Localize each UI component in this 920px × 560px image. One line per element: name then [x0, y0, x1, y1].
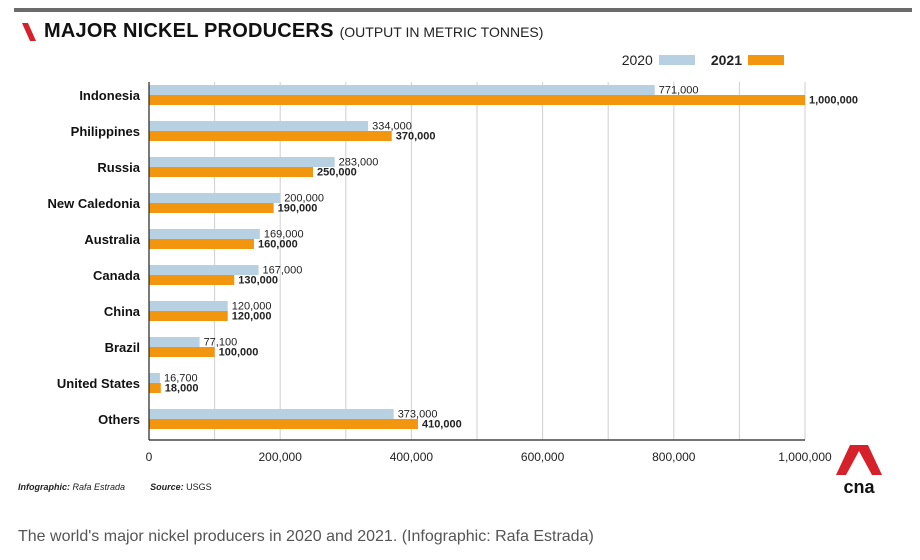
- x-tick-label: 400,000: [390, 450, 434, 464]
- value-label-2020: 200,000: [284, 193, 324, 205]
- category-label: Canada: [93, 268, 141, 283]
- bar-2020: [149, 193, 281, 203]
- image-caption: The world's major nickel producers in 20…: [18, 528, 594, 545]
- value-label-2021: 120,000: [232, 311, 272, 323]
- x-tick-label: 800,000: [652, 450, 696, 464]
- bar-2020: [149, 121, 369, 131]
- category-label: New Caledonia: [48, 196, 141, 211]
- value-label-2021: 100,000: [219, 347, 259, 359]
- category-label: Australia: [84, 232, 140, 247]
- value-label-2020: 77,100: [204, 337, 238, 349]
- bar-2021: [149, 347, 215, 357]
- bar-2020: [149, 337, 200, 347]
- bar-2020: [149, 265, 259, 275]
- bar-2020: [149, 373, 160, 383]
- bar-2021: [149, 203, 274, 213]
- legend-swatch-2021: [748, 55, 784, 65]
- credits: Infographic: Rafa Estrada Source: USGS: [18, 482, 212, 492]
- source-label: Source:: [150, 482, 184, 492]
- value-label-2020: 120,000: [232, 301, 272, 313]
- value-label-2020: 16,700: [164, 373, 198, 385]
- bar-2021: [149, 383, 161, 393]
- value-label-2021: 1,000,000: [809, 95, 858, 107]
- value-label-2021: 370,000: [396, 131, 436, 143]
- category-label: Brazil: [105, 340, 140, 355]
- legend-swatch-2020: [658, 55, 695, 65]
- category-label: United States: [57, 376, 140, 391]
- chart-title-sub: (OUTPUT IN METRIC TONNES): [339, 24, 544, 40]
- bar-2021: [149, 95, 805, 105]
- value-label-2021: 160,000: [258, 239, 298, 251]
- bar-2021: [149, 311, 228, 321]
- category-label: China: [104, 304, 141, 319]
- value-label-2020: 169,000: [264, 229, 304, 241]
- value-label-2020: 771,000: [659, 85, 699, 97]
- chart-title: MAJOR NICKEL PRODUCERS (OUTPUT IN METRIC…: [22, 20, 543, 43]
- bar-2021: [149, 131, 392, 141]
- bar-2020: [149, 409, 394, 419]
- bar-2020: [149, 301, 228, 311]
- legend-label-2020: 2020: [621, 52, 653, 68]
- cna-logo-icon: cna: [836, 445, 882, 495]
- title-slash-icon: [22, 22, 36, 41]
- category-label: Russia: [97, 160, 140, 175]
- cna-logo-text: cna: [843, 477, 875, 495]
- bar-2021: [149, 239, 254, 249]
- category-label: Philippines: [71, 124, 140, 139]
- bar-2020: [149, 229, 260, 239]
- x-tick-label: 600,000: [521, 450, 565, 464]
- x-tick-label: 0: [146, 450, 153, 464]
- legend: 2020 2021: [622, 52, 800, 68]
- bar-2020: [149, 85, 655, 95]
- bar-2021: [149, 275, 235, 285]
- source-name: USGS: [186, 482, 212, 492]
- value-label-2021: 410,000: [422, 419, 462, 431]
- x-tick-label: 1,000,000: [778, 450, 832, 464]
- value-label-2021: 130,000: [238, 275, 278, 287]
- bar-2021: [149, 419, 418, 429]
- value-label-2020: 373,000: [398, 409, 438, 421]
- value-label-2021: 190,000: [278, 203, 318, 215]
- value-label-2021: 18,000: [165, 383, 199, 395]
- bar-2021: [149, 167, 313, 177]
- category-label: Indonesia: [79, 88, 140, 103]
- value-label-2020: 334,000: [372, 121, 412, 133]
- category-label: Others: [98, 412, 140, 427]
- x-tick-label: 200,000: [259, 450, 303, 464]
- chart-title-main: MAJOR NICKEL PRODUCERS: [44, 20, 334, 42]
- value-label-2020: 283,000: [339, 157, 379, 169]
- infographic-name: Rafa Estrada: [72, 482, 126, 492]
- infographic-label: Infographic:: [18, 482, 70, 492]
- value-label-2020: 167,000: [263, 265, 303, 277]
- value-label-2021: 250,000: [317, 167, 357, 179]
- legend-label-2021: 2021: [710, 52, 742, 68]
- bar-2020: [149, 157, 335, 167]
